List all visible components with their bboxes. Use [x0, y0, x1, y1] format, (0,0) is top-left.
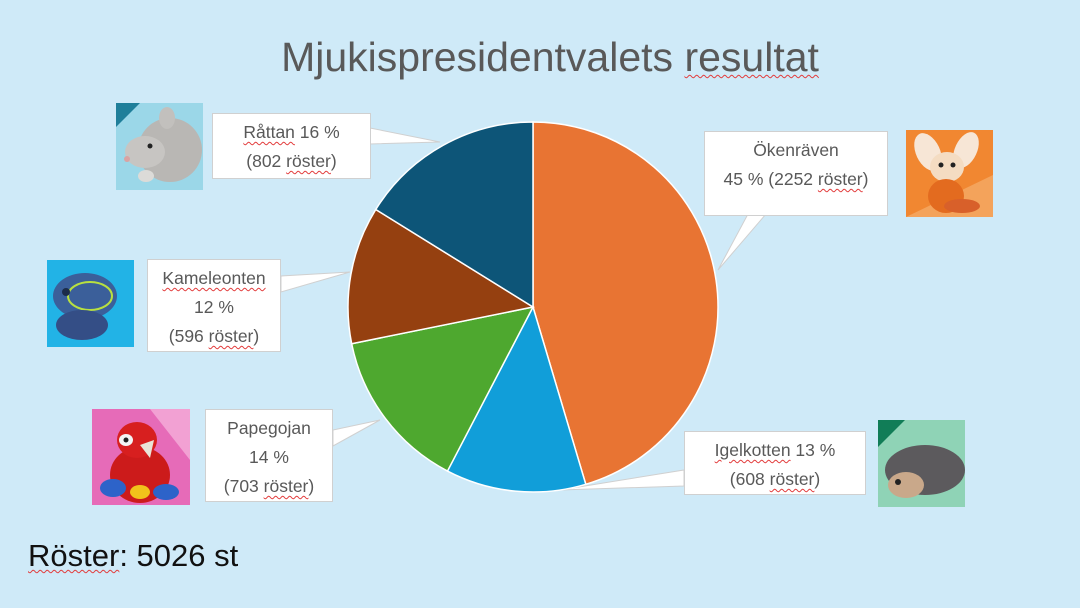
pie-slices	[347, 121, 719, 493]
label-okenraven-votes-word: röster	[817, 169, 863, 189]
label-kameleonten-word: Kameleonten	[162, 268, 266, 288]
label-rattan-word: Råttan	[243, 122, 295, 142]
label-kameleonten-votes-word: röster	[208, 326, 254, 346]
label-igelkotten-name: Igelkotten 13 %	[685, 436, 865, 465]
parrot-image	[92, 409, 190, 505]
label-rattan-name: Råttan 16 %	[213, 118, 370, 147]
label-igelkotten-value: (608 röster)	[685, 465, 865, 494]
label-papegojan-value: (703 röster)	[206, 472, 332, 501]
label-igelkotten-percent: 13 %	[790, 440, 836, 460]
label-okenraven: Ökenräven 45 % (2252 röster)	[704, 131, 888, 216]
label-igelkotten-votes-word: röster	[769, 469, 815, 489]
label-rattan-open: (802	[246, 151, 287, 171]
title-word-1: Mjukispresidentvalets	[281, 34, 674, 80]
chameleon-image	[47, 260, 134, 347]
pie-slice-4	[347, 208, 536, 345]
hedgehog-image	[878, 420, 965, 507]
label-papegojan-close: )	[308, 476, 315, 496]
pointer-okenraven	[717, 213, 768, 271]
label-rattan: Råttan 16 % (802 röster)	[212, 113, 371, 179]
label-igelkotten-close: )	[814, 469, 821, 489]
pointer-kameleonten	[280, 271, 351, 293]
label-igelkotten: Igelkotten 13 % (608 röster)	[684, 431, 866, 495]
pie-slice-2	[446, 305, 587, 493]
label-kameleonten: Kameleonten 12 % (596 röster)	[147, 259, 281, 352]
label-kameleonten-open: (596	[168, 326, 209, 346]
label-okenraven-value: 45 % (2252 röster)	[705, 165, 887, 194]
label-rattan-percent: 16 %	[294, 122, 340, 142]
label-papegojan-votes-word: röster	[263, 476, 309, 496]
total-votes-value: : 5026 st	[119, 538, 239, 573]
label-kameleonten-percent: 12 %	[194, 297, 234, 317]
label-kameleonten-value: (596 röster)	[148, 322, 280, 351]
rat-image	[116, 103, 203, 190]
label-okenraven-percent: 45 % (2252	[723, 169, 818, 189]
fennec-fox-image	[906, 130, 993, 217]
label-papegojan-open: (703	[223, 476, 264, 496]
label-papegojan: Papegojan 14 % (703 röster)	[205, 409, 333, 502]
chart-title: Mjukispresidentvalets resultat	[0, 34, 1080, 81]
total-votes: Röster: 5026 st	[28, 538, 238, 574]
label-rattan-votes-word: röster	[286, 151, 331, 171]
label-okenraven-close: )	[862, 169, 869, 189]
label-rattan-close: )	[330, 151, 337, 171]
label-igelkotten-open: (608	[729, 469, 770, 489]
title-word-2: resultat	[684, 34, 819, 80]
pie-slice-3	[350, 305, 535, 473]
label-igelkotten-word: Igelkotten	[714, 440, 791, 460]
total-votes-label: Röster	[28, 538, 120, 573]
pointer-rattan	[369, 127, 441, 145]
pie-slice-1	[532, 121, 719, 486]
label-kameleonten-name: Kameleonten	[148, 264, 280, 293]
label-rattan-value: (802 röster)	[213, 147, 370, 176]
label-papegojan-name: Papegojan	[227, 418, 311, 438]
label-kameleonten-close: )	[253, 326, 260, 346]
pie-slice-5	[374, 121, 534, 309]
label-okenraven-name: Ökenräven	[753, 140, 839, 160]
label-papegojan-percent: 14 %	[249, 447, 289, 467]
pointer-papegojan	[332, 419, 381, 447]
